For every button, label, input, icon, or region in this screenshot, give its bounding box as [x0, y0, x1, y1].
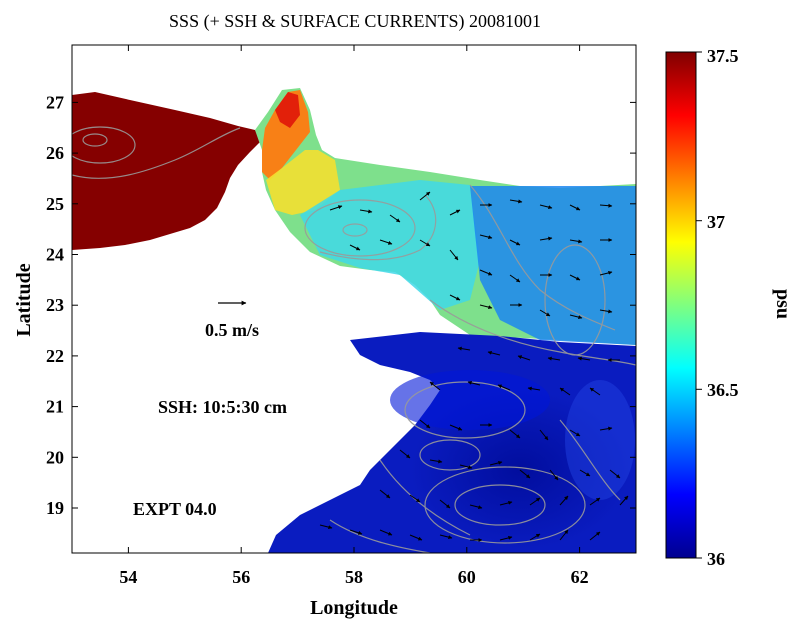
colorbar: 37.5 37 36.5 36 psu — [665, 46, 794, 569]
y-axis: 19 20 21 22 23 24 25 26 27 Latitude — [13, 92, 636, 518]
ssh-contour-note: SSH: 10:5:30 cm — [158, 397, 287, 417]
y-tick-label: 25 — [46, 194, 64, 214]
hormuz-yellow-band — [266, 150, 340, 215]
x-axis: 54 56 58 60 62 Longitude — [119, 45, 589, 619]
x-tick-label: 54 — [119, 567, 137, 587]
y-tick-label: 19 — [46, 498, 64, 518]
colorbar-tick-label: 36 — [707, 549, 725, 569]
surface-current-vectors — [319, 191, 629, 542]
y-tick-label: 26 — [46, 143, 64, 163]
reference-vector-label: 0.5 m/s — [205, 320, 259, 340]
colorbar-gradient — [665, 51, 697, 559]
colorbar-tick-label: 37 — [707, 212, 725, 232]
colorbar-unit-label: psu — [772, 289, 794, 319]
persian-gulf-field — [72, 92, 262, 250]
y-tick-label: 22 — [46, 346, 64, 366]
x-tick-label: 58 — [345, 567, 363, 587]
map-title: SSS (+ SSH & SURFACE CURRENTS) 20081001 — [169, 11, 541, 32]
y-tick-label: 20 — [46, 447, 64, 467]
hormuz-core — [275, 92, 300, 128]
y-axis-label: Latitude — [13, 263, 35, 336]
y-tick-label: 21 — [46, 397, 64, 417]
x-axis-label: Longitude — [310, 597, 398, 619]
y-tick-label: 23 — [46, 295, 64, 315]
colorbar-tick-label: 36.5 — [707, 380, 739, 400]
y-tick-label: 27 — [46, 92, 64, 112]
colorbar-tick-label: 37.5 — [707, 46, 739, 66]
x-tick-label: 62 — [571, 567, 589, 587]
x-tick-label: 60 — [458, 567, 476, 587]
y-tick-label: 24 — [46, 245, 64, 265]
experiment-label: EXPT 04.0 — [133, 499, 217, 519]
x-tick-label: 56 — [232, 567, 250, 587]
plot-area — [72, 45, 636, 553]
